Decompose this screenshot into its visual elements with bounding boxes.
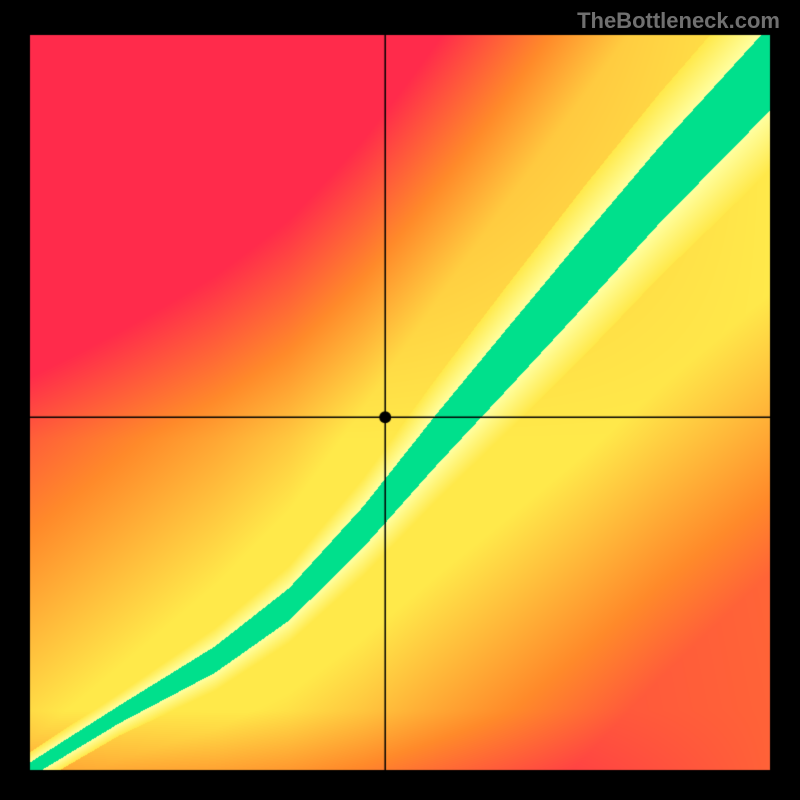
watermark-text: TheBottleneck.com [577,8,780,34]
bottleneck-heatmap [0,0,800,800]
chart-container: TheBottleneck.com [0,0,800,800]
